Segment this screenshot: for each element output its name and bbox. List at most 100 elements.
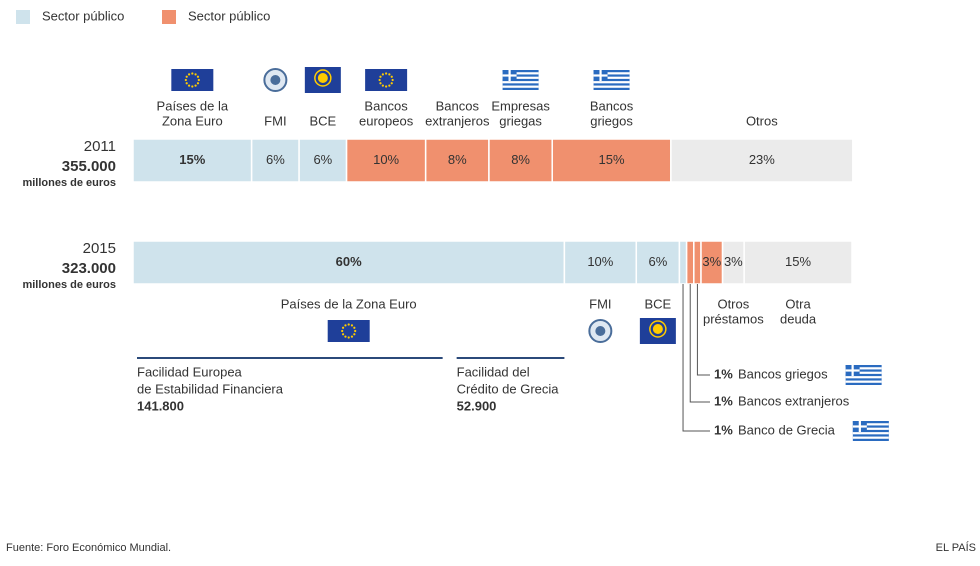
- flag-star: [354, 329, 357, 333]
- bar-segment: [670, 138, 854, 183]
- flag-stripe: [852, 432, 889, 435]
- flag-star: [381, 84, 384, 87]
- unit: millones de euros: [22, 177, 116, 189]
- value-label: 15%: [785, 254, 811, 269]
- flag-stripe: [852, 436, 889, 439]
- flag-star: [341, 329, 344, 333]
- segment-label: BCE: [309, 113, 336, 128]
- segment-label: extranjeros: [425, 113, 490, 128]
- bar-segment: [678, 240, 688, 285]
- value-label: 15%: [599, 152, 625, 167]
- bar-segment: [298, 138, 348, 183]
- value-label: 15%: [179, 152, 205, 167]
- flag-imf: [588, 319, 613, 343]
- flag-star: [378, 78, 381, 82]
- flag-star: [347, 323, 350, 326]
- flag-cross: [508, 70, 511, 81]
- total: 355.000: [62, 158, 116, 175]
- flag-stripe: [845, 371, 882, 374]
- flag-stripe: [593, 85, 630, 88]
- flag-star: [379, 75, 382, 78]
- flag-star: [187, 73, 191, 76]
- flag-cross: [858, 421, 861, 432]
- flag-eu: [365, 69, 408, 91]
- bar-segment: [551, 138, 672, 183]
- flag-star: [390, 82, 393, 85]
- segment-label: Otros: [746, 113, 778, 128]
- flag-bg: [327, 320, 370, 342]
- flag-stripe: [852, 427, 889, 430]
- bar-segment: [132, 240, 566, 285]
- segment-label: Empresas: [491, 98, 550, 113]
- callout-label: Bancos griegos: [738, 366, 828, 381]
- flag-star: [353, 333, 356, 336]
- value-label: 23%: [749, 152, 775, 167]
- flag-star: [187, 84, 191, 87]
- bar-segment: [424, 138, 490, 183]
- segment-label: Zona Euro: [162, 113, 223, 128]
- flag-ring: [314, 69, 332, 87]
- flag-star: [388, 73, 391, 76]
- flag-star: [344, 324, 347, 327]
- facility-label: Crédito de Grecia: [457, 381, 560, 396]
- flag-seal-in: [595, 326, 606, 336]
- segment-label: FMI: [589, 296, 611, 311]
- value-label: 6%: [648, 254, 667, 269]
- flag-stripe: [502, 76, 539, 79]
- flag-gr: [852, 421, 889, 441]
- flag-star: [185, 82, 188, 85]
- segment-label: BCE: [645, 296, 672, 311]
- flag-star: [194, 73, 197, 76]
- flag-stripe: [845, 376, 882, 379]
- segment-label: Bancos: [590, 98, 634, 113]
- facility-label: de Estabilidad Financiera: [137, 381, 284, 396]
- flag-cross: [599, 70, 602, 81]
- value-label: 60%: [336, 254, 362, 269]
- segment-label: FMI: [264, 113, 286, 128]
- callout-line: [689, 284, 710, 403]
- value-label: 3%: [702, 254, 721, 269]
- flag-ring: [649, 320, 667, 338]
- flag-star: [385, 72, 388, 75]
- flag-imf: [263, 68, 288, 92]
- segment-label: Países de la: [157, 98, 229, 113]
- segment-label: griegos: [590, 113, 633, 128]
- flag-star: [191, 72, 194, 75]
- value-label: 10%: [587, 254, 613, 269]
- callout-label: Banco de Grecia: [738, 422, 836, 437]
- segment-label: Otra: [785, 296, 811, 311]
- flag-star: [347, 336, 350, 339]
- flag-eu: [171, 69, 214, 91]
- flag-star: [390, 75, 393, 78]
- facility-label: Facilidad Europea: [137, 364, 243, 379]
- flag-stripe: [845, 380, 882, 383]
- flag-seal-in: [270, 75, 281, 85]
- flag-stripe: [593, 81, 630, 84]
- bar-segment: [563, 240, 638, 285]
- value-label: 6%: [313, 152, 332, 167]
- flag-star: [379, 82, 382, 85]
- credit: EL PAÍS: [936, 541, 976, 554]
- flag-star: [381, 73, 384, 76]
- bar-segment: [132, 138, 253, 183]
- flag-star: [196, 82, 200, 85]
- source: Fuente: Foro Económico Mundial.: [6, 542, 171, 554]
- segment-label: griegas: [499, 113, 542, 128]
- value-label: 8%: [448, 152, 467, 167]
- callout-value: 1%: [714, 366, 733, 381]
- callout-value: 1%: [714, 393, 733, 408]
- value-label: 10%: [373, 152, 399, 167]
- bar-segment: [250, 138, 300, 183]
- callout-line: [696, 284, 710, 376]
- flag-star: [185, 75, 188, 78]
- segment-label: Otros: [717, 296, 749, 311]
- flag-eu: [327, 320, 370, 342]
- flag-cross: [851, 365, 854, 376]
- flag-stripe: [593, 76, 630, 79]
- flag-ring: [317, 73, 328, 83]
- flag-bg: [365, 69, 408, 91]
- flag-stripe: [593, 72, 630, 75]
- total: 323.000: [62, 260, 116, 277]
- flag-star: [341, 326, 345, 329]
